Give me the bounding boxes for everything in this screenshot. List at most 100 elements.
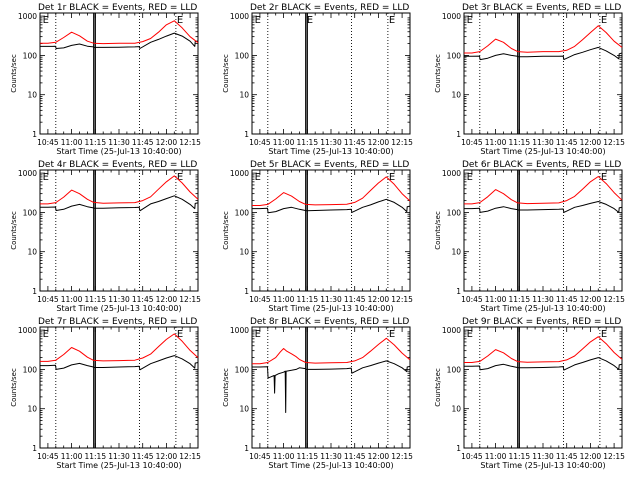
x-tick-label: 12:15 [179, 295, 201, 304]
x-tick-label: 12:15 [179, 138, 201, 147]
x-tick-label: 11:30 [532, 138, 554, 147]
y-tick-label: 1000 [18, 12, 37, 21]
y-tick-label: 10 [239, 405, 249, 414]
y-tick-label: 1000 [18, 326, 37, 335]
y-tick-label: 100 [235, 365, 250, 374]
panel-title: Det 1r BLACK = Events, RED = LLD [38, 3, 197, 13]
y-tick-label: 10 [239, 91, 249, 100]
x-tick-label: 11:30 [532, 295, 554, 304]
x-tick-label: 12:15 [603, 295, 625, 304]
panel-title: Det 9r BLACK = Events, RED = LLD [462, 317, 621, 327]
det-panel-7: Det 7r BLACK = Events, RED = LLD 1 10 100 10… [10, 317, 201, 470]
series-events-line [40, 32, 199, 49]
panel-title: Det 2r BLACK = Events, RED = LLD [250, 3, 409, 13]
x-tick-label: 11:15 [84, 138, 106, 147]
y-tick-label: 1 [456, 287, 461, 296]
y-axis-label: Counts/sec [222, 54, 230, 93]
panel-title: Det 3r BLACK = Events, RED = LLD [462, 3, 621, 13]
x-tick-label: 11:00 [485, 295, 507, 304]
x-axis-label: Start Time (25-Jul-13 10:40:00) [480, 304, 605, 313]
x-axis-label: Start Time (25-Jul-13 10:40:00) [268, 304, 393, 313]
x-tick-label: 10:45 [37, 295, 59, 304]
flag-label: E [177, 172, 183, 183]
x-tick-label: 11:45 [132, 295, 154, 304]
x-tick-label: 12:15 [603, 138, 625, 147]
flag-label: E [43, 172, 49, 183]
x-tick-label: 10:45 [461, 452, 483, 461]
y-tick-label: 1000 [230, 169, 249, 178]
x-tick-label: 11:00 [485, 138, 507, 147]
series-events-line [464, 46, 623, 61]
x-tick-label: 10:45 [249, 452, 271, 461]
series-events-line [464, 201, 623, 213]
x-axis-label: Start Time (25-Jul-13 10:40:00) [268, 461, 393, 470]
y-tick-label: 100 [235, 208, 250, 217]
y-axis-label: Counts/sec [10, 368, 18, 407]
plot-frame [251, 326, 411, 449]
x-tick-label: 11:30 [108, 138, 130, 147]
x-tick-label: 11:00 [61, 452, 83, 461]
series-lld-line [40, 333, 199, 362]
flag-label: E [307, 15, 313, 26]
det-panel-8: Det 8r BLACK = Events, RED = LLD 1 10 100 10… [222, 317, 413, 470]
x-tick-label: 11:15 [296, 452, 318, 461]
x-tick-label: 11:45 [132, 452, 154, 461]
y-tick-label: 1 [456, 444, 461, 453]
x-tick-label: 12:00 [156, 295, 178, 304]
y-tick-label: 1000 [442, 12, 461, 21]
det-panel-3: Det 3r BLACK = Events, RED = LLD 1 10 100 10… [434, 3, 625, 156]
y-tick-label: 10 [27, 248, 37, 257]
y-axis-label: Counts/sec [434, 368, 442, 407]
x-axis-label: Start Time (25-Jul-13 10:40:00) [480, 147, 605, 156]
det-panel-6: Det 6r BLACK = Events, RED = LLD 1 10 100 10… [434, 160, 625, 313]
x-tick-label: 12:00 [368, 138, 390, 147]
y-tick-label: 100 [23, 51, 38, 60]
x-tick-label: 10:45 [37, 452, 59, 461]
x-tick-label: 11:00 [485, 452, 507, 461]
y-tick-label: 100 [447, 208, 462, 217]
x-tick-label: 12:00 [580, 295, 602, 304]
plot-frame [463, 12, 623, 135]
x-tick-label: 11:30 [320, 452, 342, 461]
y-tick-label: 1 [32, 130, 37, 139]
x-tick-label: 11:00 [61, 295, 83, 304]
x-tick-label: 11:45 [344, 452, 366, 461]
x-tick-label: 10:45 [249, 138, 271, 147]
x-tick-label: 11:45 [132, 138, 154, 147]
flag-label: E [601, 15, 607, 26]
series-lld-line [464, 25, 623, 54]
x-tick-label: 11:45 [556, 295, 578, 304]
y-tick-label: 1 [244, 444, 249, 453]
x-tick-label: 12:00 [580, 138, 602, 147]
panel-title: Det 8r BLACK = Events, RED = LLD [250, 317, 409, 327]
x-tick-label: 11:15 [508, 138, 530, 147]
x-axis-label: Start Time (25-Jul-13 10:40:00) [56, 147, 181, 156]
flag-label: E [467, 329, 473, 340]
series-lld-line [252, 337, 411, 365]
y-tick-label: 100 [447, 51, 462, 60]
x-tick-label: 12:15 [179, 452, 201, 461]
flag-label: E [467, 15, 473, 26]
x-tick-label: 11:00 [273, 138, 295, 147]
y-axis-label: Counts/sec [434, 211, 442, 250]
series-events-line [40, 355, 199, 371]
series-lld-line [464, 336, 623, 363]
x-tick-label: 12:00 [156, 138, 178, 147]
panel-title: Det 5r BLACK = Events, RED = LLD [250, 160, 409, 170]
x-axis-label: Start Time (25-Jul-13 10:40:00) [56, 461, 181, 470]
flag-label: E [255, 15, 261, 26]
x-tick-label: 12:00 [368, 295, 390, 304]
flag-label: E [43, 15, 49, 26]
y-axis-label: Counts/sec [222, 368, 230, 407]
x-tick-label: 12:00 [580, 452, 602, 461]
x-tick-label: 11:00 [273, 452, 295, 461]
x-tick-label: 12:00 [156, 452, 178, 461]
y-tick-label: 1 [244, 130, 249, 139]
x-tick-label: 12:15 [391, 452, 413, 461]
y-tick-label: 1 [32, 444, 37, 453]
panel-title: Det 6r BLACK = Events, RED = LLD [462, 160, 621, 170]
y-tick-label: 100 [23, 208, 38, 217]
series-events-line [252, 198, 411, 214]
plot-frame [251, 12, 411, 135]
y-tick-label: 1 [456, 130, 461, 139]
